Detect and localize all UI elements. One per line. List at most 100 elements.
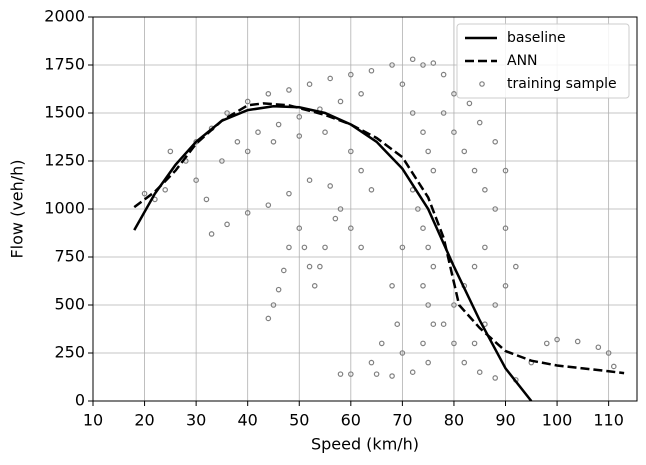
training-point bbox=[471, 167, 478, 174]
training-point bbox=[270, 139, 277, 145]
training-point bbox=[306, 263, 313, 270]
x-axis-label: Speed (km/h) bbox=[311, 435, 419, 454]
training-point bbox=[461, 148, 468, 155]
training-point bbox=[482, 244, 488, 251]
training-point bbox=[389, 62, 395, 68]
training-point bbox=[420, 282, 426, 289]
training-point bbox=[368, 187, 375, 193]
training-point bbox=[430, 167, 437, 174]
y-tick-label: 1000 bbox=[44, 199, 85, 218]
training-point bbox=[430, 321, 437, 328]
training-point bbox=[193, 177, 199, 184]
training-point bbox=[399, 81, 406, 88]
x-tick-label: 30 bbox=[186, 411, 206, 430]
x-tick-label: 90 bbox=[495, 411, 515, 430]
training-point bbox=[306, 81, 313, 88]
training-point bbox=[373, 371, 380, 377]
training-point bbox=[425, 148, 431, 155]
training-point bbox=[224, 110, 230, 116]
training-point bbox=[399, 350, 406, 356]
plot-area bbox=[133, 56, 625, 401]
training-point bbox=[368, 67, 375, 74]
training-point bbox=[425, 244, 431, 251]
training-point bbox=[306, 177, 313, 184]
training-point bbox=[451, 302, 457, 308]
training-point bbox=[265, 202, 272, 208]
training-point bbox=[409, 369, 416, 376]
x-tick-label: 100 bbox=[542, 411, 573, 430]
training-point bbox=[244, 210, 251, 216]
training-point bbox=[492, 375, 498, 381]
legend-label: training sample bbox=[507, 76, 617, 92]
x-tick-label: 70 bbox=[392, 411, 412, 430]
training-point bbox=[358, 91, 364, 97]
legend-box bbox=[456, 23, 630, 99]
series-line bbox=[133, 105, 533, 401]
legend-marker bbox=[479, 81, 485, 87]
x-tick-label: 10 bbox=[83, 411, 103, 430]
training-point bbox=[502, 225, 509, 232]
training-point bbox=[502, 282, 509, 289]
training-point bbox=[348, 225, 354, 232]
training-point bbox=[482, 187, 488, 193]
x-tick-label: 50 bbox=[289, 411, 309, 430]
training-point bbox=[420, 129, 426, 136]
x-tick-label: 110 bbox=[593, 411, 624, 430]
training-point bbox=[451, 91, 457, 97]
training-point bbox=[415, 206, 421, 212]
training-point bbox=[234, 139, 241, 145]
training-point bbox=[574, 338, 581, 345]
training-point bbox=[162, 187, 168, 193]
training-point bbox=[244, 98, 251, 105]
training-point bbox=[389, 373, 395, 379]
training-point bbox=[337, 206, 344, 212]
x-tick-label: 60 bbox=[341, 411, 361, 430]
training-point bbox=[348, 371, 354, 377]
training-point bbox=[275, 286, 282, 293]
training-point bbox=[430, 60, 437, 66]
y-tick-label: 250 bbox=[54, 343, 85, 362]
training-point bbox=[425, 302, 431, 308]
training-point bbox=[311, 282, 318, 289]
training-point bbox=[610, 363, 617, 370]
training-point bbox=[420, 340, 426, 347]
x-tick-label: 20 bbox=[134, 411, 154, 430]
training-point bbox=[409, 56, 416, 63]
x-tick-label: 80 bbox=[444, 411, 464, 430]
training-point bbox=[296, 133, 303, 139]
training-point bbox=[265, 315, 272, 322]
training-point bbox=[203, 196, 210, 203]
training-point bbox=[425, 359, 431, 366]
training-point bbox=[265, 91, 272, 97]
training-point bbox=[348, 71, 354, 78]
training-point bbox=[471, 263, 478, 270]
training-point bbox=[337, 98, 344, 105]
series-line bbox=[133, 102, 625, 375]
y-tick-label: 750 bbox=[54, 247, 85, 266]
y-tick-label: 2000 bbox=[44, 7, 85, 26]
training-point bbox=[394, 321, 401, 328]
training-point bbox=[440, 71, 447, 78]
training-point bbox=[492, 139, 498, 145]
training-point bbox=[348, 148, 354, 155]
y-tick-label: 500 bbox=[54, 295, 85, 314]
training-point bbox=[296, 114, 303, 120]
training-point bbox=[492, 302, 498, 308]
training-point bbox=[327, 75, 333, 82]
training-point bbox=[476, 369, 483, 376]
training-point bbox=[286, 244, 292, 251]
training-point bbox=[389, 282, 395, 289]
training-point bbox=[451, 129, 457, 136]
training-point bbox=[167, 148, 174, 155]
training-point bbox=[219, 158, 225, 164]
training-point bbox=[255, 129, 261, 136]
training-point bbox=[332, 215, 339, 222]
y-tick-label: 0 bbox=[75, 391, 85, 410]
training-point bbox=[430, 263, 437, 270]
training-point bbox=[270, 302, 277, 308]
training-point bbox=[358, 244, 364, 251]
training-point bbox=[461, 359, 468, 366]
training-point bbox=[502, 167, 509, 174]
training-point bbox=[286, 87, 292, 93]
